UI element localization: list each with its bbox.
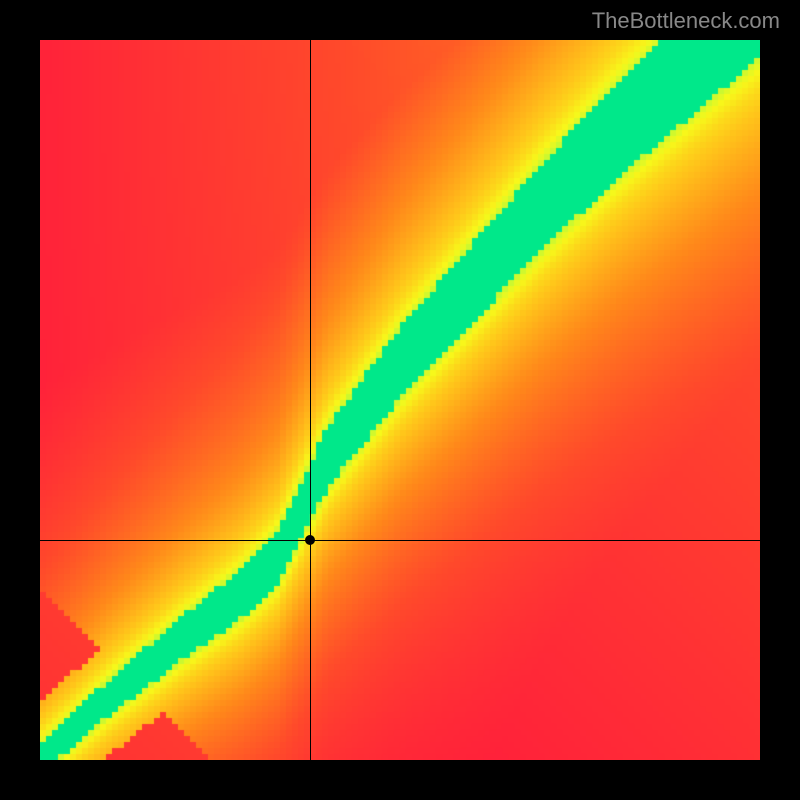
watermark-text: TheBottleneck.com <box>592 8 780 34</box>
heatmap-plot <box>40 40 760 760</box>
crosshair-vertical <box>310 40 311 760</box>
heatmap-canvas <box>40 40 760 760</box>
crosshair-marker <box>305 535 315 545</box>
crosshair-horizontal <box>40 540 760 541</box>
